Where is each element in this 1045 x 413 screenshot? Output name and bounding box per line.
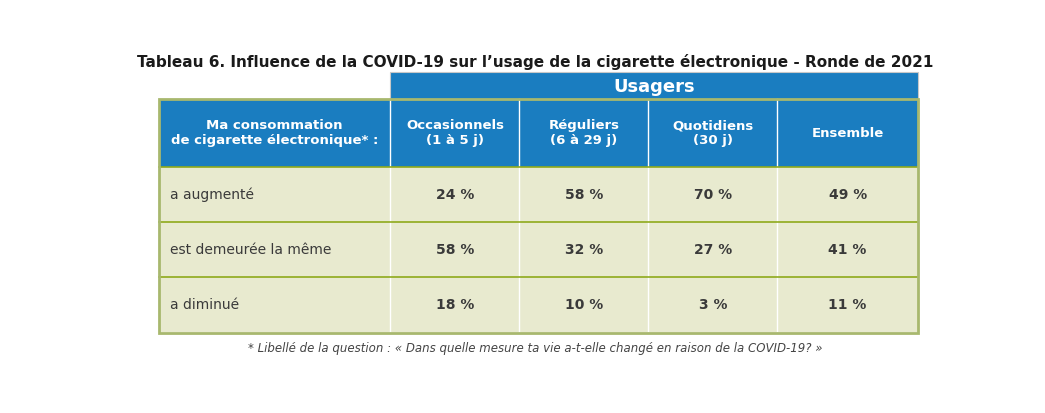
Bar (159, 99, 391, 167)
Text: 18 %: 18 % (436, 298, 474, 312)
Bar (159, 222, 918, 277)
Text: 32 %: 32 % (564, 243, 603, 257)
Bar (391, 72, 918, 102)
Bar (159, 277, 918, 332)
Text: Ensemble: Ensemble (812, 126, 884, 140)
Text: 49 %: 49 % (829, 188, 866, 202)
Text: 24 %: 24 % (436, 188, 474, 202)
Text: 10 %: 10 % (564, 298, 603, 312)
Text: Usagers: Usagers (613, 78, 695, 96)
Text: 3 %: 3 % (699, 298, 727, 312)
Bar (649, 99, 777, 167)
Bar (391, 99, 519, 167)
Bar (159, 167, 918, 222)
Text: Ma consommation
de cigarette électronique* :: Ma consommation de cigarette électroniqu… (171, 119, 378, 147)
Text: est demeurée la même: est demeurée la même (170, 243, 331, 257)
Text: 58 %: 58 % (436, 243, 474, 257)
Text: a diminué: a diminué (170, 298, 239, 312)
Text: 27 %: 27 % (694, 243, 733, 257)
Text: * Libellé de la question : « Dans quelle mesure ta vie a-t-elle changé en raison: * Libellé de la question : « Dans quelle… (249, 342, 822, 355)
Text: 58 %: 58 % (564, 188, 603, 202)
Text: Tableau 6. Influence de la COVID-19 sur l’usage de la cigarette électronique - R: Tableau 6. Influence de la COVID-19 sur … (137, 55, 934, 70)
Text: Occasionnels
(1 à 5 j): Occasionnels (1 à 5 j) (405, 119, 504, 147)
Text: 11 %: 11 % (829, 298, 866, 312)
Bar (519, 99, 649, 167)
Text: a augmenté: a augmenté (170, 188, 254, 202)
Text: Réguliers
(6 à 29 j): Réguliers (6 à 29 j) (549, 119, 620, 147)
Text: Quotidiens
(30 j): Quotidiens (30 j) (672, 119, 753, 147)
Text: 70 %: 70 % (694, 188, 731, 202)
Text: 41 %: 41 % (829, 243, 866, 257)
Bar (159, 99, 918, 332)
Bar (777, 99, 918, 167)
